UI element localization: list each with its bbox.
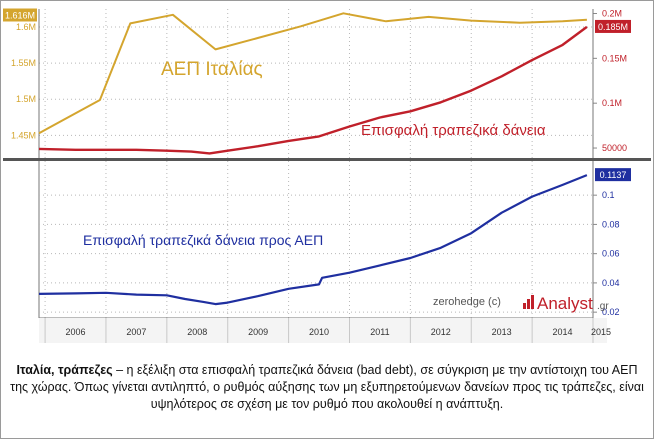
- caption-bold: Ιταλία, τράπεζες: [16, 363, 113, 377]
- top-panel: 1.45M 1.5M 1.55M 1.6M 50000 0.1M 0.15M 0.2M 1.61…: [3, 8, 651, 318]
- ratio-line: [38, 174, 588, 306]
- x-tick-label: 2007: [126, 327, 146, 337]
- ratio-last-value-label: 0.1137: [600, 170, 627, 180]
- left-tick-label: 1.5M: [16, 94, 36, 104]
- logo-text: Analyst: [537, 294, 593, 313]
- gdp-annotation: ΑΕΠ Ιταλίας: [161, 59, 263, 80]
- watermark: zerohedge (c) Analyst .gr: [433, 294, 609, 313]
- bottom-panel: 0.02 0.04 0.06 0.08 0.1 0.1137 Επισφαλή τραπεζ…: [38, 168, 631, 317]
- x-tick-label: 2015: [591, 327, 611, 337]
- logo-bar: [523, 303, 526, 309]
- ratio-last-value-box: [595, 168, 631, 182]
- panel-separator: [3, 158, 651, 161]
- gdp-last-value-box: [3, 8, 37, 22]
- ratio-annotation: Επισφαλή τραπεζικά δάνεια προς ΑΕΠ: [83, 232, 323, 248]
- right-tick-label: 0.06: [602, 249, 620, 259]
- right-tick-label: 0.02: [602, 307, 620, 317]
- right-tick-label: 0.04: [602, 278, 620, 288]
- logo-bar: [531, 295, 534, 309]
- gdp-last-value-label: 1.616M: [5, 10, 35, 20]
- npl-last-value-label: 0.185M: [598, 22, 628, 32]
- right-tick-label: 0.1: [602, 190, 615, 200]
- watermark-text: zerohedge (c): [433, 296, 501, 308]
- left-tick-label: 1.6M: [16, 22, 36, 32]
- logo-bar: [527, 299, 530, 309]
- npl-last-value-box: [595, 19, 631, 33]
- x-tick-label: 2012: [431, 327, 451, 337]
- left-tick-label: 1.45M: [11, 130, 36, 140]
- npl-line: [38, 25, 588, 155]
- x-axis-band: [39, 318, 607, 343]
- caption: Ιταλία, τράπεζες – η εξέλιξη στα επισφαλ…: [10, 362, 644, 413]
- right-tick-label: 0.1M: [602, 98, 622, 108]
- caption-text: – η εξέλιξη στα επισφαλή τραπεζικά δάνει…: [10, 363, 644, 411]
- x-tick-label: 2013: [492, 327, 512, 337]
- x-tick-label: 2010: [309, 327, 329, 337]
- gdp-line: [38, 12, 587, 135]
- x-axis: 2006 2007 2008 2009 2010 2011 2012 2013 2014 2015: [39, 317, 611, 343]
- right-tick-label: 0.2M: [602, 8, 622, 18]
- right-tick-label: 50000: [602, 143, 627, 153]
- x-tick-label: 2011: [370, 327, 389, 337]
- x-tick-label: 2009: [248, 327, 268, 337]
- left-tick-label: 1.55M: [11, 58, 36, 68]
- x-tick-label: 2006: [66, 327, 86, 337]
- right-tick-label: 0.15M: [602, 53, 627, 63]
- logo-suffix: .gr: [597, 301, 609, 312]
- right-tick-label: 0.08: [602, 219, 620, 229]
- x-tick-label: 2014: [553, 327, 573, 337]
- npl-annotation: Επισφαλή τραπεζικά δάνεια: [361, 122, 546, 139]
- x-tick-label: 2008: [187, 327, 207, 337]
- chart-svg: 1.45M 1.5M 1.55M 1.6M 50000 0.1M 0.15M 0.2M 1.61…: [3, 8, 651, 343]
